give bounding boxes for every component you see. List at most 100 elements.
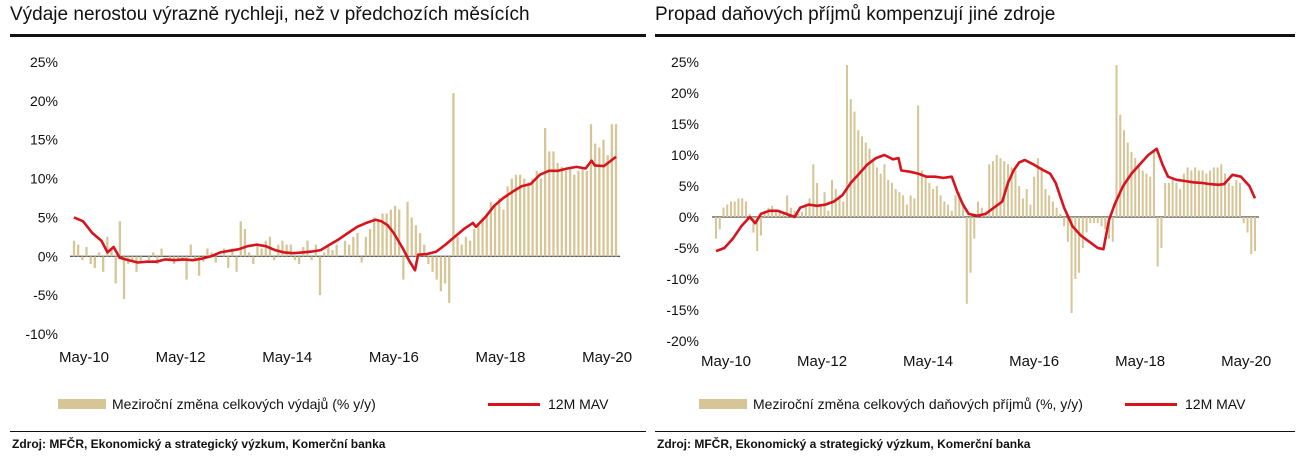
bar (1081, 217, 1084, 248)
bar (722, 207, 725, 217)
bar (481, 217, 484, 257)
bar (1194, 167, 1197, 217)
bar (1209, 170, 1212, 217)
bar (733, 201, 736, 217)
bar (939, 195, 942, 217)
bar (827, 210, 830, 217)
bar (477, 225, 480, 257)
bar (786, 195, 789, 217)
bar (718, 217, 721, 230)
bar (306, 240, 309, 257)
title-underline (655, 34, 1295, 37)
y-tick-label: 15% (671, 116, 699, 132)
bar (177, 256, 180, 259)
bar (1179, 189, 1182, 217)
bar (756, 217, 759, 252)
bar (887, 179, 890, 217)
bar (360, 256, 363, 263)
tax-revenue-chart: 25% 20% 15% 10% 5% 0% -5% -10% -15% -20%May-10 May… (666, 54, 1271, 370)
x-tick-label: May-14 (903, 353, 953, 370)
x-tick-label: May-18 (1115, 353, 1165, 370)
bar (845, 65, 849, 217)
bar (935, 186, 938, 217)
bar (913, 198, 916, 217)
bar (493, 205, 497, 257)
bar (980, 207, 983, 217)
bar (352, 236, 355, 257)
y-tick-label: 10% (671, 147, 699, 163)
y-tick-label: -20% (666, 333, 699, 349)
bar (1205, 173, 1208, 217)
chart-panel-expenditures: Výdaje nerostou výrazně rychleji, než v … (10, 0, 646, 465)
bar (106, 236, 109, 257)
bar (235, 256, 238, 272)
expenditure-chart: 25% 20% 15% 10% 5% 0% -5% -10%May-10 May-12 May-1… (25, 54, 632, 366)
bar (468, 240, 472, 257)
bar (1167, 182, 1170, 217)
source-divider (10, 431, 646, 432)
bar (122, 256, 126, 300)
bar (464, 236, 468, 257)
bar (1242, 217, 1245, 224)
bar (527, 182, 530, 257)
x-tick-label: May-10 (59, 349, 109, 366)
bar (473, 229, 476, 257)
bar (883, 164, 886, 217)
y-tick-label: 5% (679, 178, 699, 194)
bar (958, 192, 961, 217)
title-underline (10, 34, 646, 37)
legend-line-label: 12M MAV (548, 396, 609, 412)
bar (435, 256, 438, 280)
bar (819, 204, 822, 217)
bar (741, 198, 744, 217)
bar (398, 209, 401, 257)
bar (577, 170, 580, 257)
bar (310, 256, 313, 261)
bar (214, 256, 217, 263)
chart-title: Propad daňových příjmů kompenzují jiné z… (655, 4, 1056, 25)
bar (89, 256, 92, 265)
bar (1115, 65, 1118, 217)
bar (1141, 170, 1144, 217)
bar (1130, 151, 1133, 217)
bar (1025, 189, 1028, 217)
bar (147, 256, 151, 261)
bar (902, 195, 905, 217)
bar (298, 256, 301, 265)
bar (573, 174, 576, 257)
y-tick-label: 0% (679, 209, 699, 225)
bar (842, 201, 845, 217)
bar (564, 170, 568, 257)
bar (131, 256, 134, 261)
bar (569, 166, 572, 257)
bar (1156, 217, 1159, 267)
bar (1186, 167, 1189, 217)
bar (348, 244, 351, 257)
bar (853, 111, 856, 217)
bar (585, 170, 588, 257)
bar (535, 170, 538, 257)
bar (804, 204, 807, 217)
bar (991, 161, 995, 217)
bar (239, 221, 242, 257)
bar (139, 256, 142, 263)
bar (1164, 182, 1167, 217)
x-tick-label: May-10 (701, 353, 751, 370)
bar (1253, 217, 1257, 252)
bar (1235, 179, 1238, 217)
bar (988, 164, 991, 217)
bar (364, 236, 367, 257)
bar (389, 209, 392, 257)
bar (589, 124, 593, 257)
bar (418, 232, 422, 257)
bar (1085, 217, 1088, 233)
bar (506, 186, 509, 257)
bar (1063, 217, 1066, 227)
bar (227, 256, 230, 268)
bar (1006, 164, 1009, 217)
bar (1093, 217, 1096, 224)
bar (744, 201, 747, 217)
bar (556, 163, 559, 257)
bar (834, 189, 837, 217)
bar (1201, 170, 1204, 217)
